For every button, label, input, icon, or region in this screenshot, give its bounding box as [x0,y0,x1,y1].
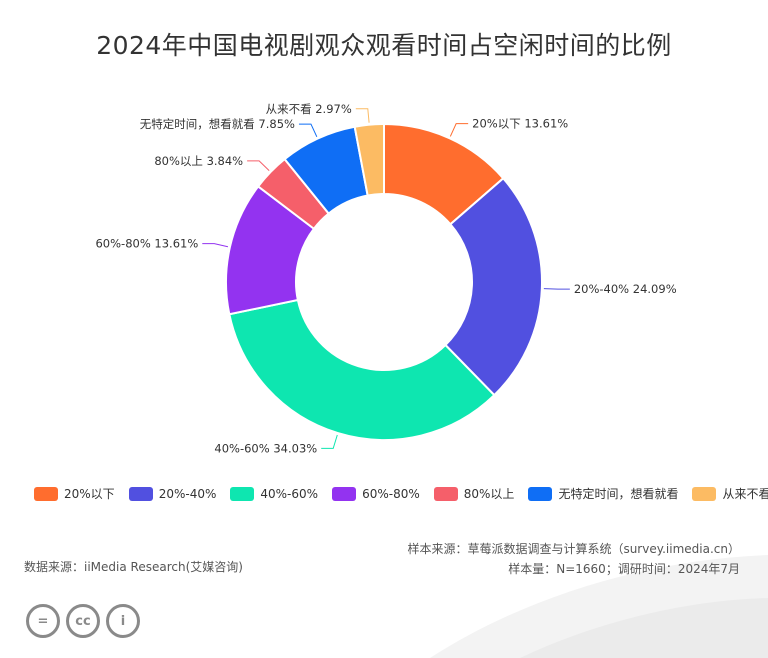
chart-title: 2024年中国电视剧观众观看时间占空闲时间的比例 [96,31,672,60]
license-icons: = cc i [26,604,146,638]
legend-label-4: 80%以上 [463,487,515,501]
legend-label-5: 无特定时间，想看就看 [558,487,679,501]
leader-line-2 [321,434,338,449]
legend-label-1: 20%-40% [158,486,217,501]
legend-item-4: 80%以上 [433,485,515,502]
chart-legend: 20%以下 20%-40% 40%-60% 60%-80% 80%以上 无特定时间，想看就… [34,485,768,502]
legend-item-1: 20%-40% [128,486,217,501]
legend-swatch-4 [433,486,458,501]
leader-line-6 [355,108,370,123]
leader-line-0 [449,123,469,137]
legend-swatch-0 [34,486,58,501]
data-label-1: 20%-40% 24.09% [574,282,677,296]
slice-6 [353,122,385,197]
legend-item-0: 20%以下 [34,485,115,502]
legend-swatch-2 [230,486,255,501]
data-source: 数据来源：iiMedia Research(艾媒咨询) [24,560,243,574]
slice-2 [228,298,496,441]
leader-line-4 [247,160,270,171]
person-icon: i [106,604,140,638]
legend-swatch-5 [528,486,553,501]
sample-source: 样本来源：草莓派数据调查与计算系统（survey.iimedia.cn） [407,542,740,556]
legend-item-5: 无特定时间，想看就看 [528,485,678,502]
donut-chart: 20%以下 13.61% 20%-40% 24.09% 40%-60% 34.03%… [95,102,677,456]
legend-label-6: 从来不看 [722,487,768,501]
data-label-0: 20%以下 13.61% [472,117,568,131]
legend-item-6: 从来不看 [692,485,768,502]
data-label-3: 60%-80% 13.61% [95,237,198,251]
leader-line-1 [543,288,570,290]
legend-swatch-1 [128,486,153,501]
leader-line-3 [202,243,229,248]
legend-label-0: 20%以下 [64,487,115,501]
sample-size: 样本量：N=1660；调研时间：2024年7月 [508,562,740,576]
legend-label-2: 40%-60% [260,486,319,501]
cc-icon: cc [66,604,100,638]
legend-swatch-6 [692,486,717,501]
legend-label-3: 60%-80% [362,486,420,501]
legend-item-3: 60%-80% [332,486,420,501]
data-label-2: 40%-60% 34.03% [214,441,317,455]
slice-1 [444,176,543,397]
legend-item-2: 40%-60% [230,486,319,501]
legend-swatch-3 [332,486,357,501]
equals-icon: = [26,604,60,638]
data-label-4: 80%以上 3.84% [154,154,243,168]
leader-line-5 [298,123,318,137]
data-label-6: 从来不看 2.97% [266,102,352,116]
data-label-5: 无特定时间，想看就看 7.85% [140,117,295,131]
